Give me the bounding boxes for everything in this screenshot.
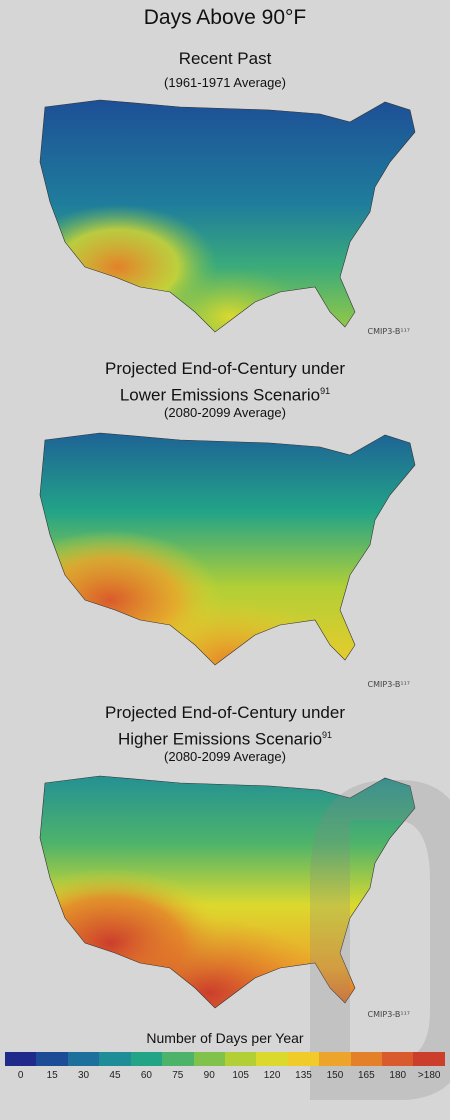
panel-1-title: Recent Past (178, 49, 272, 68)
legend-swatch (193, 1052, 225, 1066)
legend-ticks: 0 15 30 45 60 75 90 105 120 135 150 165 180 >180 (5, 1070, 445, 1086)
legend-swatch (130, 1052, 163, 1066)
legend-title: Number of Days per Year (146, 1030, 304, 1046)
map-recent-past (39, 99, 416, 333)
legend-tick-label: >180 (417, 1070, 441, 1081)
legend-swatch (224, 1052, 257, 1066)
panel-1-subtitle: (1961-1971 Average) (164, 75, 286, 90)
panel-3-credit: CMIP3-B¹¹⁷ (367, 1010, 410, 1019)
panel-1-credit: CMIP3-B¹¹⁷ (367, 327, 410, 336)
legend-tick-label: 165 (358, 1070, 375, 1081)
legend-swatch (256, 1052, 288, 1066)
legend-tick-label: 90 (203, 1070, 215, 1081)
legend-tick-label: 150 (326, 1070, 344, 1081)
legend-tick-label: 75 (172, 1070, 184, 1081)
panel-2-title: Projected End-of-Century under Lower Emi… (104, 359, 346, 405)
legend-swatch (319, 1052, 351, 1066)
legend-tick-label: 120 (263, 1070, 281, 1081)
panel-3-title: Projected End-of-Century under Higher Em… (104, 703, 346, 749)
map-lower-emissions (39, 432, 416, 666)
legend-tick-label: 105 (232, 1070, 249, 1081)
legend-swatch (382, 1052, 414, 1066)
panel-3-subtitle: (2080-2099 Average) (164, 749, 286, 764)
legend-tick-label: 30 (77, 1070, 90, 1081)
legend-tick-label: 60 (140, 1070, 152, 1081)
panel-2-credit: CMIP3-B¹¹⁷ (367, 680, 410, 689)
legend-tick-label: 135 (295, 1070, 312, 1081)
legend-swatch (5, 1052, 37, 1066)
panel-2-subtitle: (2080-2099 Average) (164, 405, 286, 420)
legend-color-bar (5, 1052, 445, 1066)
legend-tick-label: 180 (389, 1070, 407, 1081)
legend-swatch (287, 1052, 320, 1066)
legend-swatch (413, 1052, 445, 1066)
map-higher-emissions (39, 775, 416, 1009)
legend-swatch (162, 1052, 194, 1066)
draft-watermark (310, 780, 450, 1100)
legend-tick-label: 15 (46, 1070, 58, 1081)
figure-title: Days Above 90°F (143, 6, 307, 29)
legend-tick-label: 45 (109, 1070, 121, 1081)
legend-swatch (36, 1052, 68, 1066)
legend-swatch (99, 1052, 131, 1066)
legend-swatch (350, 1052, 383, 1066)
legend-tick-label: 0 (17, 1070, 24, 1081)
legend-swatch (67, 1052, 100, 1066)
